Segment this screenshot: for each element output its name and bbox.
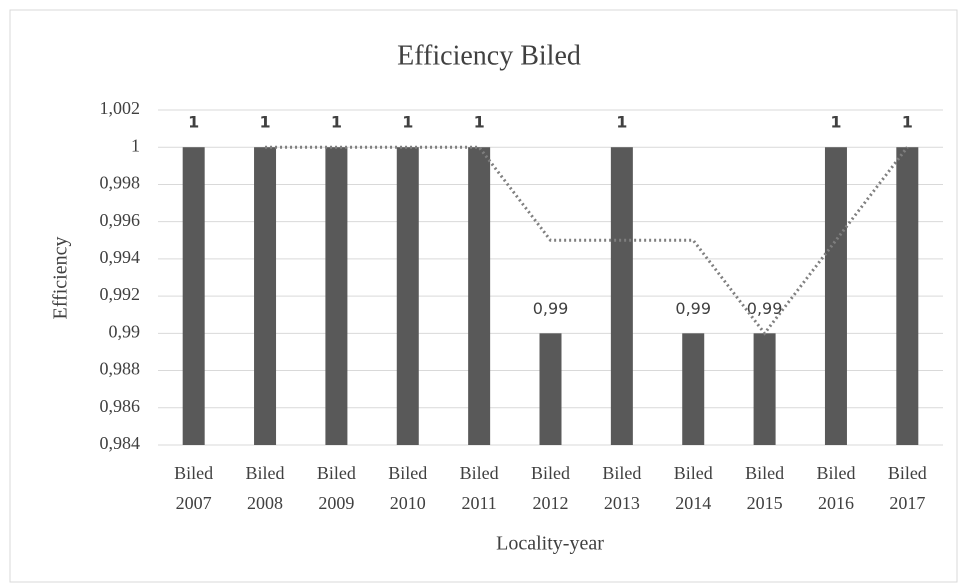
x-tick-label-line: Biled bbox=[888, 463, 927, 483]
x-tick-label: Biled 2011 bbox=[460, 463, 499, 513]
chart-title: Efficiency Biled bbox=[397, 40, 581, 71]
x-tick-label: Biled 2013 bbox=[602, 463, 641, 513]
x-tick-label-line: 2014 bbox=[675, 493, 711, 513]
x-tick-label-line: 2010 bbox=[390, 493, 426, 513]
bar bbox=[396, 147, 419, 445]
value-label: 1 bbox=[259, 113, 270, 132]
y-axis-title: Efficiency bbox=[50, 237, 72, 320]
y-tick-label: 1 bbox=[131, 135, 140, 155]
x-tick-label-line: 2007 bbox=[176, 493, 212, 513]
y-tick-label: 0,994 bbox=[100, 247, 141, 267]
x-tick-label-line: 2009 bbox=[318, 493, 354, 513]
x-tick-label-line: Biled bbox=[460, 463, 499, 483]
x-tick-label-line: Biled bbox=[531, 463, 570, 483]
x-tick-label: Biled 2007 bbox=[174, 463, 213, 513]
bar bbox=[254, 147, 277, 445]
y-tick-label: 0,99 bbox=[109, 321, 141, 341]
x-tick-label-line: 2016 bbox=[818, 493, 854, 513]
x-tick-label: Biled 2010 bbox=[388, 463, 427, 513]
y-tick-label: 0,988 bbox=[100, 359, 141, 379]
bar bbox=[753, 333, 776, 445]
x-tick-label: Biled 2014 bbox=[674, 463, 713, 513]
bar bbox=[896, 147, 919, 445]
value-label: 1 bbox=[188, 113, 199, 132]
value-label: 1 bbox=[830, 113, 841, 132]
y-tick-label: 1,002 bbox=[100, 98, 141, 118]
x-axis-title: Locality-year bbox=[496, 533, 604, 555]
x-tick-label: Biled 2016 bbox=[816, 463, 855, 513]
x-tick-label-line: Biled bbox=[317, 463, 356, 483]
x-tick-label: Biled 2008 bbox=[246, 463, 285, 513]
x-tick-label-line: 2017 bbox=[889, 493, 925, 513]
value-label: 1 bbox=[402, 113, 413, 132]
x-tick-label-line: Biled bbox=[246, 463, 285, 483]
x-tick-label-line: 2015 bbox=[747, 493, 783, 513]
bar bbox=[610, 147, 633, 445]
x-tick-label-line: Biled bbox=[674, 463, 713, 483]
x-tick-label-line: 2008 bbox=[247, 493, 283, 513]
x-tick-label: Biled 2015 bbox=[745, 463, 784, 513]
bar bbox=[468, 147, 491, 445]
x-tick-label-line: Biled bbox=[174, 463, 213, 483]
x-tick-label: Biled 2012 bbox=[531, 463, 570, 513]
x-tick-label-line: Biled bbox=[816, 463, 855, 483]
x-tick-label-line: Biled bbox=[745, 463, 784, 483]
value-label: 1 bbox=[616, 113, 627, 132]
bar bbox=[682, 333, 705, 445]
x-tick-label: Biled 2009 bbox=[317, 463, 356, 513]
value-label: 0,99 bbox=[747, 299, 783, 318]
x-tick-label: Biled 2017 bbox=[888, 463, 927, 513]
y-tick-label: 0,992 bbox=[100, 284, 141, 304]
bar bbox=[824, 147, 847, 445]
y-tick-label: 0,996 bbox=[100, 210, 141, 230]
bar bbox=[182, 147, 205, 445]
x-tick-label-line: Biled bbox=[602, 463, 641, 483]
x-tick-label-line: 2011 bbox=[461, 493, 496, 513]
value-label: 1 bbox=[474, 113, 485, 132]
value-label: 0,99 bbox=[533, 299, 569, 318]
value-label: 1 bbox=[331, 113, 342, 132]
x-tick-label-line: 2013 bbox=[604, 493, 640, 513]
value-label: 1 bbox=[902, 113, 913, 132]
y-tick-label: 0,986 bbox=[100, 396, 141, 416]
bar bbox=[325, 147, 348, 445]
y-tick-label: 0,984 bbox=[100, 433, 141, 453]
x-tick-label-line: Biled bbox=[388, 463, 427, 483]
y-tick-label: 0,998 bbox=[100, 173, 141, 193]
x-tick-label-line: 2012 bbox=[533, 493, 569, 513]
value-label: 0,99 bbox=[675, 299, 711, 318]
bar bbox=[539, 333, 562, 445]
